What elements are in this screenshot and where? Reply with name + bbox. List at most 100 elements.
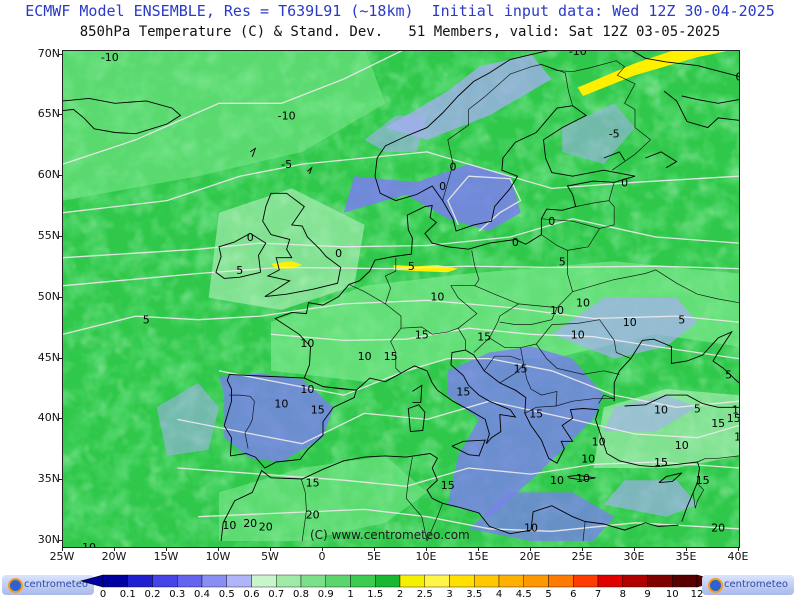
lon-tick [582, 547, 583, 551]
legend-label: 12 [690, 589, 704, 600]
legend-swatch [177, 574, 203, 588]
contour-label: 10 [654, 404, 668, 417]
coastline [400, 349, 517, 444]
lon-label: 5E [367, 550, 381, 563]
country-border [229, 394, 255, 449]
lon-tick [738, 547, 739, 551]
legend-label: 1 [347, 589, 354, 600]
legend-swatch [474, 574, 500, 588]
contour-line [218, 357, 739, 408]
contour-label: 5 [143, 314, 150, 327]
legend-swatch [548, 574, 574, 588]
blue-region-black-sea-south [603, 395, 698, 432]
contour-label: -10 [278, 109, 296, 122]
country-border [572, 269, 739, 304]
lon-tick [270, 547, 271, 551]
coastline [249, 147, 257, 157]
lon-tick [62, 547, 63, 551]
lat-label: 40N [37, 411, 60, 425]
contour-line [177, 400, 739, 445]
contour-label: 10 [550, 474, 564, 487]
contour-label: 15 [311, 404, 325, 417]
lon-label: 10E [415, 550, 437, 563]
lat-label: 65N [37, 107, 60, 121]
contour-label: 5 [408, 260, 415, 273]
country-border [555, 398, 615, 407]
legend-swatch [399, 574, 425, 588]
legend-swatch [647, 574, 673, 588]
country-border [300, 478, 307, 542]
lon-label: 25E [571, 550, 593, 563]
legend-swatch [424, 574, 450, 588]
legend-swatch [597, 574, 623, 588]
lon-tick [530, 547, 531, 551]
legend-swatch [672, 574, 698, 588]
title-line-2: 850hPa Temperature (C) & Stand. Dev. 51 … [79, 24, 721, 40]
legend-bar: centrometeo 0 0.1 0.2 0.3 0.4 0.5 0.6 0.7 0.8 0.9… [0, 572, 800, 600]
legend-label: 3.5 [466, 589, 483, 600]
contour-label: 15 [654, 456, 668, 469]
contour-label: 10 [550, 304, 564, 317]
coastline [307, 166, 313, 174]
legend-label: 8 [619, 589, 626, 600]
contour-label: 15 [711, 417, 725, 430]
country-border [535, 343, 620, 375]
blue-region-east-med [603, 480, 698, 517]
contour-label: 20 [259, 520, 273, 533]
contour-label: 0 [736, 71, 740, 84]
contour-label: 10 [623, 316, 637, 329]
lon-label: 20E [519, 550, 541, 563]
logo-icon [708, 578, 723, 593]
legend-swatch [573, 574, 599, 588]
lat-label: 60N [37, 168, 60, 182]
yellow-streak-north [577, 51, 728, 96]
coastline [681, 95, 739, 104]
contour-label: 5 [725, 368, 732, 381]
lat-label: 35N [37, 472, 60, 486]
contour-label: 10 [430, 291, 444, 304]
legend-swatch [127, 574, 153, 588]
legend-swatch [226, 574, 252, 588]
legend-label: 0.8 [293, 589, 309, 600]
country-border [551, 319, 631, 359]
contour-label: 15 [732, 404, 739, 417]
country-border [692, 482, 705, 509]
legend-label: 0.5 [218, 589, 235, 600]
contour-line [63, 299, 739, 335]
country-border [400, 326, 466, 351]
legend-swatch [350, 574, 376, 588]
blue-region-italy-balkans [447, 346, 604, 517]
country-border [473, 285, 520, 353]
anomaly-fields [63, 51, 739, 541]
coastline [595, 409, 700, 522]
lon-label: 5W [261, 550, 279, 563]
coastline [658, 472, 683, 484]
centrometeo-logo-left: centrometeo [2, 575, 94, 595]
lat-tick [58, 540, 62, 541]
legend-label: 0.1 [119, 589, 136, 600]
logo-icon [8, 578, 23, 593]
centrometeo-logo-right: centrometeo [702, 575, 794, 595]
coastline [613, 330, 739, 402]
country-border [499, 307, 558, 325]
lon-label: 15E [467, 550, 489, 563]
legend-label: 3 [446, 589, 453, 600]
contour-label: 15 [529, 407, 543, 420]
coastline [274, 284, 350, 379]
lat-tick [58, 53, 62, 55]
legend-swatch [251, 574, 277, 588]
legend-swatch [152, 574, 178, 588]
contour-label: 10 [358, 350, 372, 363]
contour-label: 10 [576, 472, 590, 485]
contour-label: 15 [696, 474, 710, 487]
contour-line [270, 327, 739, 360]
lon-tick [114, 547, 115, 551]
legend-label: 0.7 [268, 589, 285, 600]
copyright-text: (C) www.centrometeo.com [310, 528, 470, 542]
legend-label: 1.5 [367, 589, 384, 600]
legend-label: 9 [644, 589, 651, 600]
lat-tick [58, 175, 62, 177]
legend-swatch [449, 574, 475, 588]
country-border [450, 250, 480, 329]
contour-label: 15 [306, 477, 320, 490]
